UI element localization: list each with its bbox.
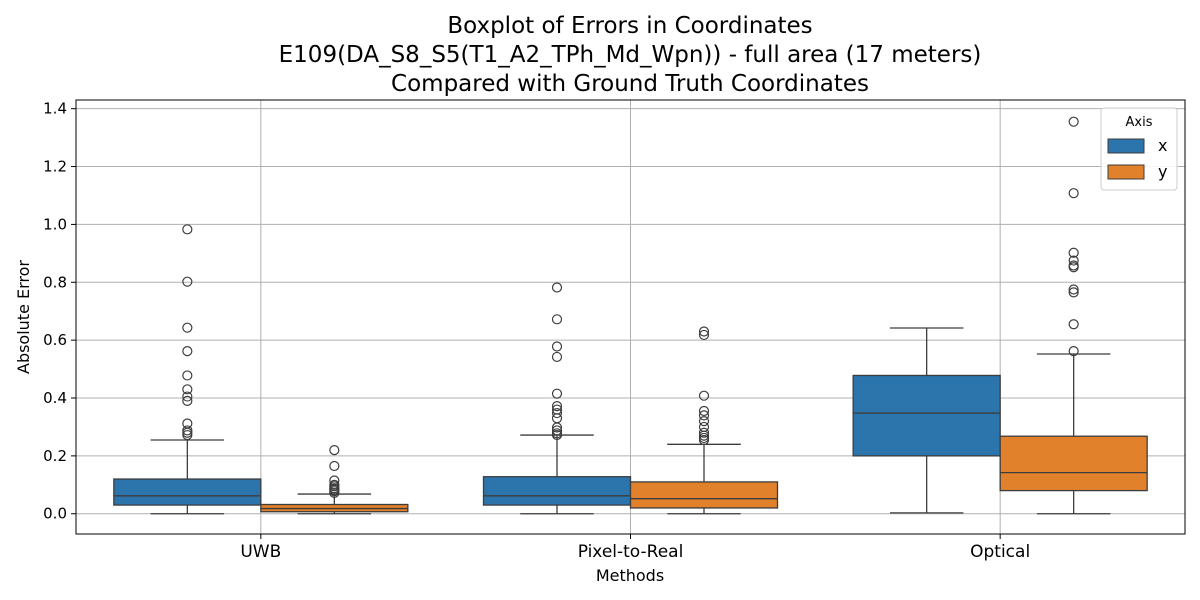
outlier-point [1068,319,1079,330]
outlier-point [698,421,710,433]
chart-title-line-2: E109(DA_S8_S5(T1_A2_TPh_Md_Wpn)) - full … [279,42,982,68]
box-x-uwb [113,224,262,515]
y-tick-label: 0.0 [43,505,67,523]
y-tick-label: 0.8 [43,273,67,291]
outlier-point [698,390,710,401]
outlier-point [698,405,710,417]
outlier-point [1068,284,1079,295]
outlier-point [551,314,563,325]
iqr-box [482,476,632,506]
boxes-layer [113,116,1148,515]
x-axis-label: Methods [596,566,664,585]
box-x-optical [852,327,1001,514]
outlier-point [1068,247,1079,258]
outlier-point [329,475,340,486]
legend-label-x: x [1158,136,1167,155]
outlier-point [551,341,563,352]
outlier-point [182,322,193,333]
outlier-point [1068,346,1079,357]
outlier-point [551,407,563,419]
chart-title-line-1: Boxplot of Errors in Coordinates [447,13,812,39]
x-tick-label: Optical [970,542,1030,562]
y-axis-label: Absolute Error [14,260,33,374]
outlier-point [329,444,340,456]
x-tick-label: Pixel-to-Real [578,542,684,562]
outlier-point [551,425,563,436]
outlier-point [698,326,710,337]
outlier-point [182,425,193,436]
iqr-box [999,435,1148,492]
y-tick-label: 1.4 [43,100,67,118]
chart-title: Boxplot of Errors in Coordinates E109(DA… [279,13,982,97]
outlier-point [1068,260,1079,271]
grid-lines [76,100,1185,534]
legend-label-y: y [1158,162,1167,181]
chart-title-line-3: Compared with Ground Truth Coordinates [391,71,869,97]
outlier-point [329,460,340,472]
outlier-point [551,351,563,363]
outlier-point [698,329,710,341]
outlier-point [1068,287,1079,298]
outlier-point [551,401,563,412]
box-y-uwb [260,444,409,515]
legend-title: Axis [1126,115,1153,130]
outlier-point [551,282,563,293]
outlier-point [698,410,710,421]
box-x-pixel-to-real [482,282,632,515]
legend-swatch-x [1107,138,1145,154]
outlier-point [182,224,193,235]
legend-swatch-y [1107,164,1145,180]
outlier-point [182,370,193,381]
x-axis-ticks: UWB Pixel-to-Real Optical [240,534,1030,562]
y-tick-label: 1.2 [43,158,67,176]
iqr-box [629,481,779,509]
outlier-point [182,391,193,402]
outlier-point [182,384,193,395]
y-tick-label: 0.6 [43,331,67,349]
outlier-point [698,416,710,427]
box-y-pixel-to-real [629,326,779,515]
iqr-box [113,478,262,506]
outlier-point [551,388,563,399]
outlier-point [551,413,563,424]
outlier-point [1068,116,1079,127]
outlier-point [698,427,710,438]
y-tick-label: 1.0 [43,215,67,233]
x-tick-label: UWB [240,542,281,562]
outlier-point [551,428,563,439]
outlier-point [1068,255,1079,266]
box-y-optical [999,116,1148,515]
y-tick-label: 0.4 [43,389,67,407]
outlier-point [329,479,340,490]
y-axis-ticks: 0.0 0.2 0.4 0.6 0.8 1.0 1.2 1.4 [43,100,76,523]
outlier-point [182,418,193,429]
y-tick-label: 0.2 [43,447,67,465]
iqr-box [852,374,1001,457]
outlier-point [551,404,563,415]
outlier-point [182,276,193,287]
outlier-point [182,346,193,357]
outlier-point [182,395,193,407]
outlier-point [1068,188,1079,199]
